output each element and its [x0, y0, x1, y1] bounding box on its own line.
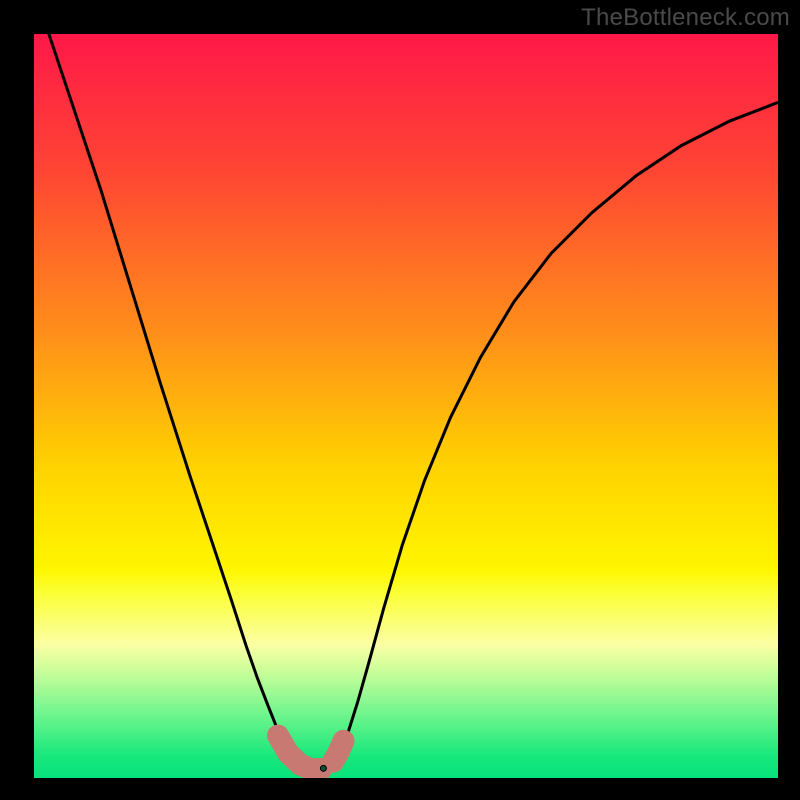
marker-0	[320, 765, 326, 771]
plot-frame	[34, 34, 778, 778]
gradient-background	[34, 34, 778, 778]
watermark-text: TheBottleneck.com	[581, 4, 790, 32]
series-bottom-blobs-1	[333, 741, 343, 762]
chart-svg	[34, 34, 778, 778]
